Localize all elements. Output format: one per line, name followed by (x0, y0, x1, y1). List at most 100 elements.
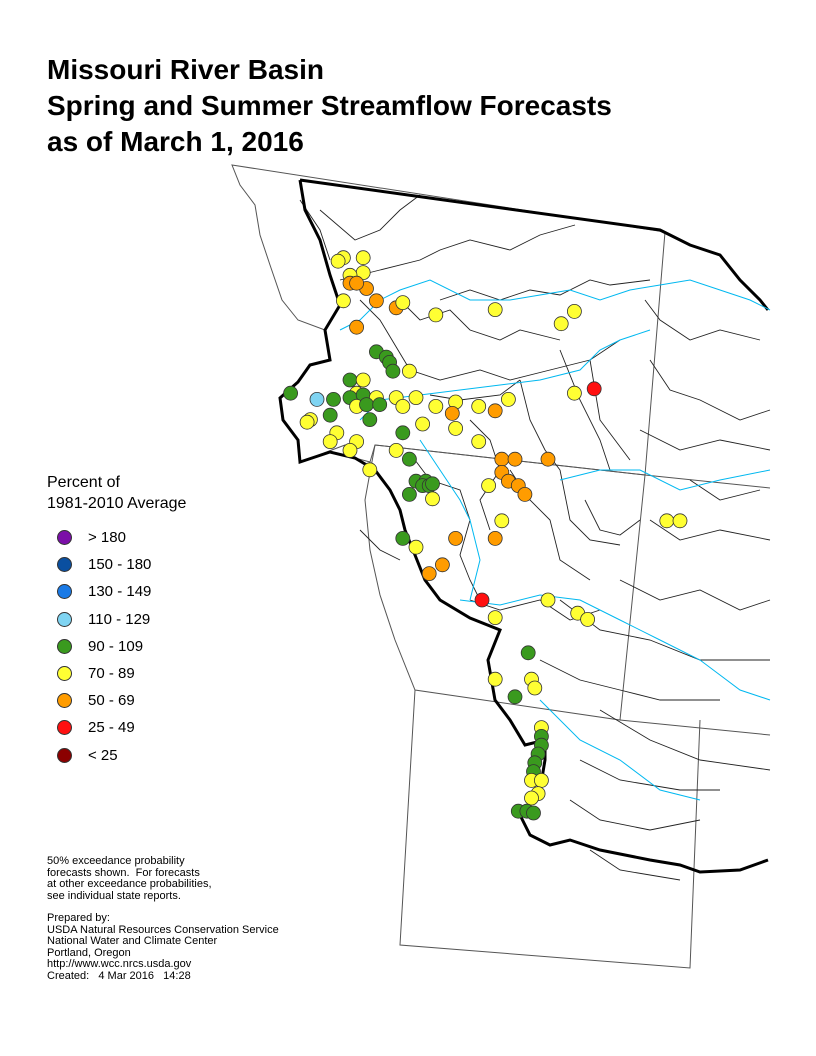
station-marker (517, 486, 533, 502)
sub-basin-boundaries (299, 194, 771, 881)
station-marker (494, 451, 510, 467)
station-marker (355, 372, 371, 388)
station-marker (540, 451, 556, 467)
station-marker (471, 398, 487, 414)
legend-item: > 180 (57, 524, 186, 551)
station-marker (425, 491, 440, 507)
legend-label: 110 - 129 (88, 610, 151, 628)
station-marker (326, 391, 341, 407)
exceedance-note: 50% exceedance probability forecasts sho… (47, 855, 279, 902)
legend-swatch (57, 557, 72, 573)
legend-item: 110 - 129 (57, 606, 186, 633)
legend-swatch (57, 530, 72, 546)
station-marker (342, 372, 358, 388)
station-marker (527, 680, 543, 696)
note-line: USDA Natural Resources Conservation Serv… (47, 923, 279, 936)
station-marker (500, 391, 516, 407)
state-boundaries (231, 164, 771, 969)
station-marker (586, 381, 602, 397)
legend-title: Percent of 1981-2010 Average (47, 472, 186, 514)
station-marker (494, 513, 510, 529)
legend-item: 130 - 149 (57, 578, 186, 605)
station-marker (434, 557, 450, 573)
note-line: Prepared by: (47, 912, 110, 924)
title-line-3: as of March 1, 2016 (47, 126, 304, 157)
legend-title-line-2: 1981-2010 Average (47, 495, 187, 512)
station-marker (395, 398, 411, 414)
legend-label: < 25 (88, 746, 118, 764)
station-marker (401, 486, 417, 502)
legend-label: 90 - 109 (88, 637, 144, 655)
legend-label: 130 - 149 (88, 583, 152, 601)
station-marker (342, 442, 358, 458)
station-markers (283, 250, 688, 821)
legend-item: 25 - 49 (57, 714, 186, 741)
map-title: Missouri River Basin Spring and Summer S… (47, 52, 612, 160)
station-marker (487, 671, 503, 687)
legend-item: 150 - 180 (57, 551, 186, 578)
station-marker (448, 531, 464, 546)
station-marker (408, 390, 424, 406)
station-marker (395, 425, 411, 441)
station-marker (672, 513, 688, 529)
station-marker (428, 307, 444, 323)
station-marker (481, 478, 497, 494)
colorado-border (399, 689, 701, 969)
station-marker (659, 513, 675, 529)
legend-swatch (57, 584, 72, 600)
station-marker (401, 451, 417, 467)
map-notes: 50% exceedance probability forecasts sho… (47, 855, 279, 993)
station-marker (283, 385, 299, 401)
legend-item: 90 - 109 (57, 633, 186, 660)
station-marker (540, 592, 556, 608)
legend-label: 150 - 180 (88, 556, 152, 574)
station-marker (335, 293, 351, 309)
station-marker (487, 531, 503, 546)
legend-label: 50 - 69 (88, 692, 135, 710)
station-marker (428, 398, 444, 414)
legend-swatch (57, 666, 72, 682)
station-marker (487, 302, 503, 318)
basin-outline (278, 178, 770, 874)
legend-item: 70 - 89 (57, 660, 186, 687)
legend-item: < 25 (57, 742, 186, 769)
station-marker (580, 612, 595, 627)
station-marker (507, 689, 523, 705)
station-marker (372, 397, 388, 413)
title-line-1: Missouri River Basin (47, 54, 324, 85)
prepared-by-note: Prepared by: USDA Natural Resources Cons… (47, 912, 279, 982)
legend-title-line-1: Percent of (47, 474, 120, 491)
station-marker (385, 363, 401, 379)
station-marker (487, 610, 503, 625)
station-marker (421, 566, 437, 581)
station-marker (520, 645, 536, 661)
station-marker (309, 391, 325, 407)
station-marker (444, 405, 460, 421)
station-marker (349, 319, 365, 335)
station-marker (567, 385, 582, 401)
legend-list: > 180 150 - 180 130 - 149 110 - 129 90 -… (57, 524, 186, 769)
legend-swatch (57, 611, 72, 627)
legend-swatch (57, 720, 72, 736)
station-marker (534, 773, 549, 788)
station-marker (524, 790, 539, 806)
station-marker (355, 250, 371, 266)
wyoming-border (364, 444, 646, 721)
station-marker (401, 363, 417, 379)
note-line: National Water and Climate Center (47, 935, 218, 947)
station-marker (330, 253, 346, 269)
note-line: 50% exceedance probability (47, 855, 185, 867)
note-line: forecasts shown. For forecasts (47, 866, 200, 879)
station-marker (395, 531, 411, 546)
nebraska-line (619, 719, 771, 736)
note-line: Created: 4 Mar 2016 14:28 (47, 969, 191, 982)
station-marker (359, 397, 374, 413)
legend-swatch (57, 693, 72, 709)
station-marker (474, 592, 490, 608)
station-marker (471, 434, 487, 450)
station-marker (425, 476, 440, 492)
station-marker (448, 420, 464, 436)
station-marker (322, 407, 338, 423)
note-line: http://www.wcc.nrcs.usda.gov (47, 958, 192, 970)
